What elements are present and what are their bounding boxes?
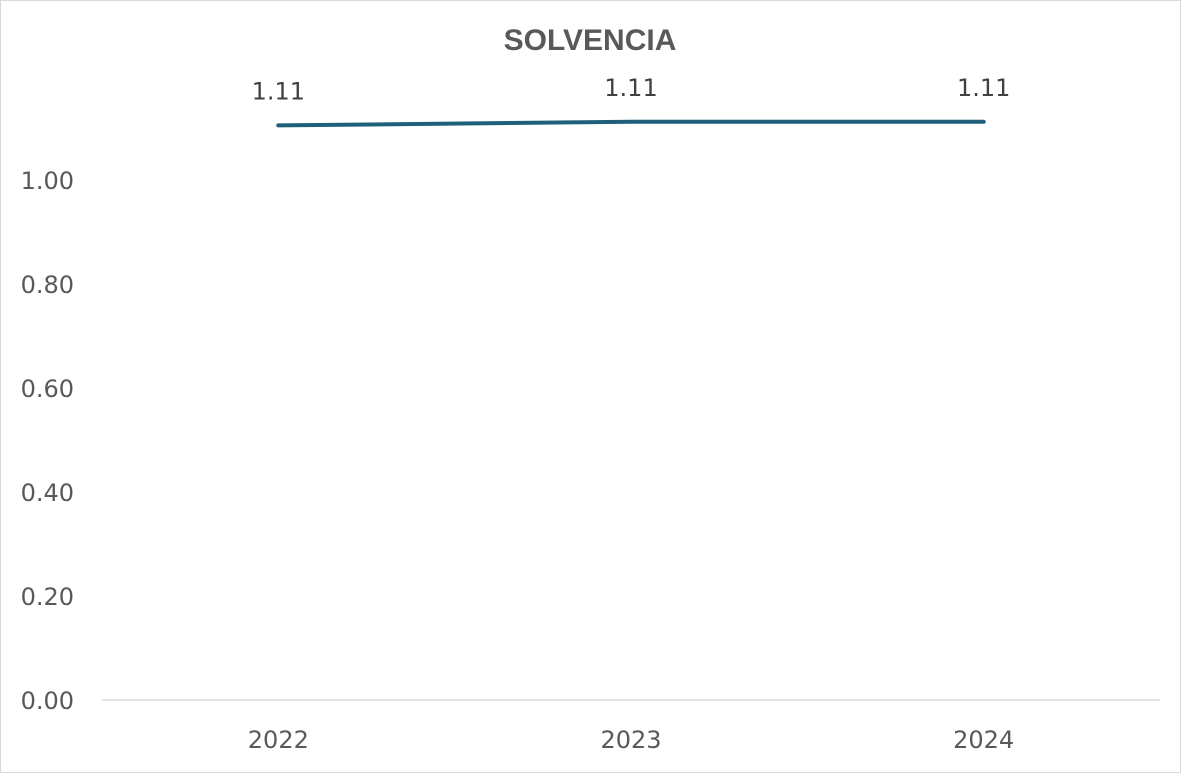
x-tick-label: 2023: [600, 726, 661, 754]
y-tick-label: 0.20: [21, 583, 74, 611]
data-labels: 1.11 1.11 1.11: [252, 74, 1011, 106]
y-tick-label: 0.60: [21, 375, 74, 403]
y-tick-label: 0.40: [21, 479, 74, 507]
data-label: 1.11: [252, 77, 305, 105]
data-label: 1.11: [957, 74, 1010, 102]
y-tick-label: 1.00: [21, 167, 74, 195]
x-tick-label: 2024: [953, 726, 1014, 754]
series-line: [276, 119, 986, 128]
y-tick-label: 0.00: [21, 687, 74, 715]
x-tick-label: 2022: [248, 726, 309, 754]
y-tick-label: 0.80: [21, 271, 74, 299]
data-label: 1.11: [604, 74, 657, 102]
y-axis-tick-labels: 0.00 0.20 0.40 0.60 0.80 1.00: [21, 167, 74, 715]
x-axis-tick-labels: 2022 2023 2024: [248, 726, 1014, 754]
chart-title: SOLVENCIA: [504, 24, 677, 57]
